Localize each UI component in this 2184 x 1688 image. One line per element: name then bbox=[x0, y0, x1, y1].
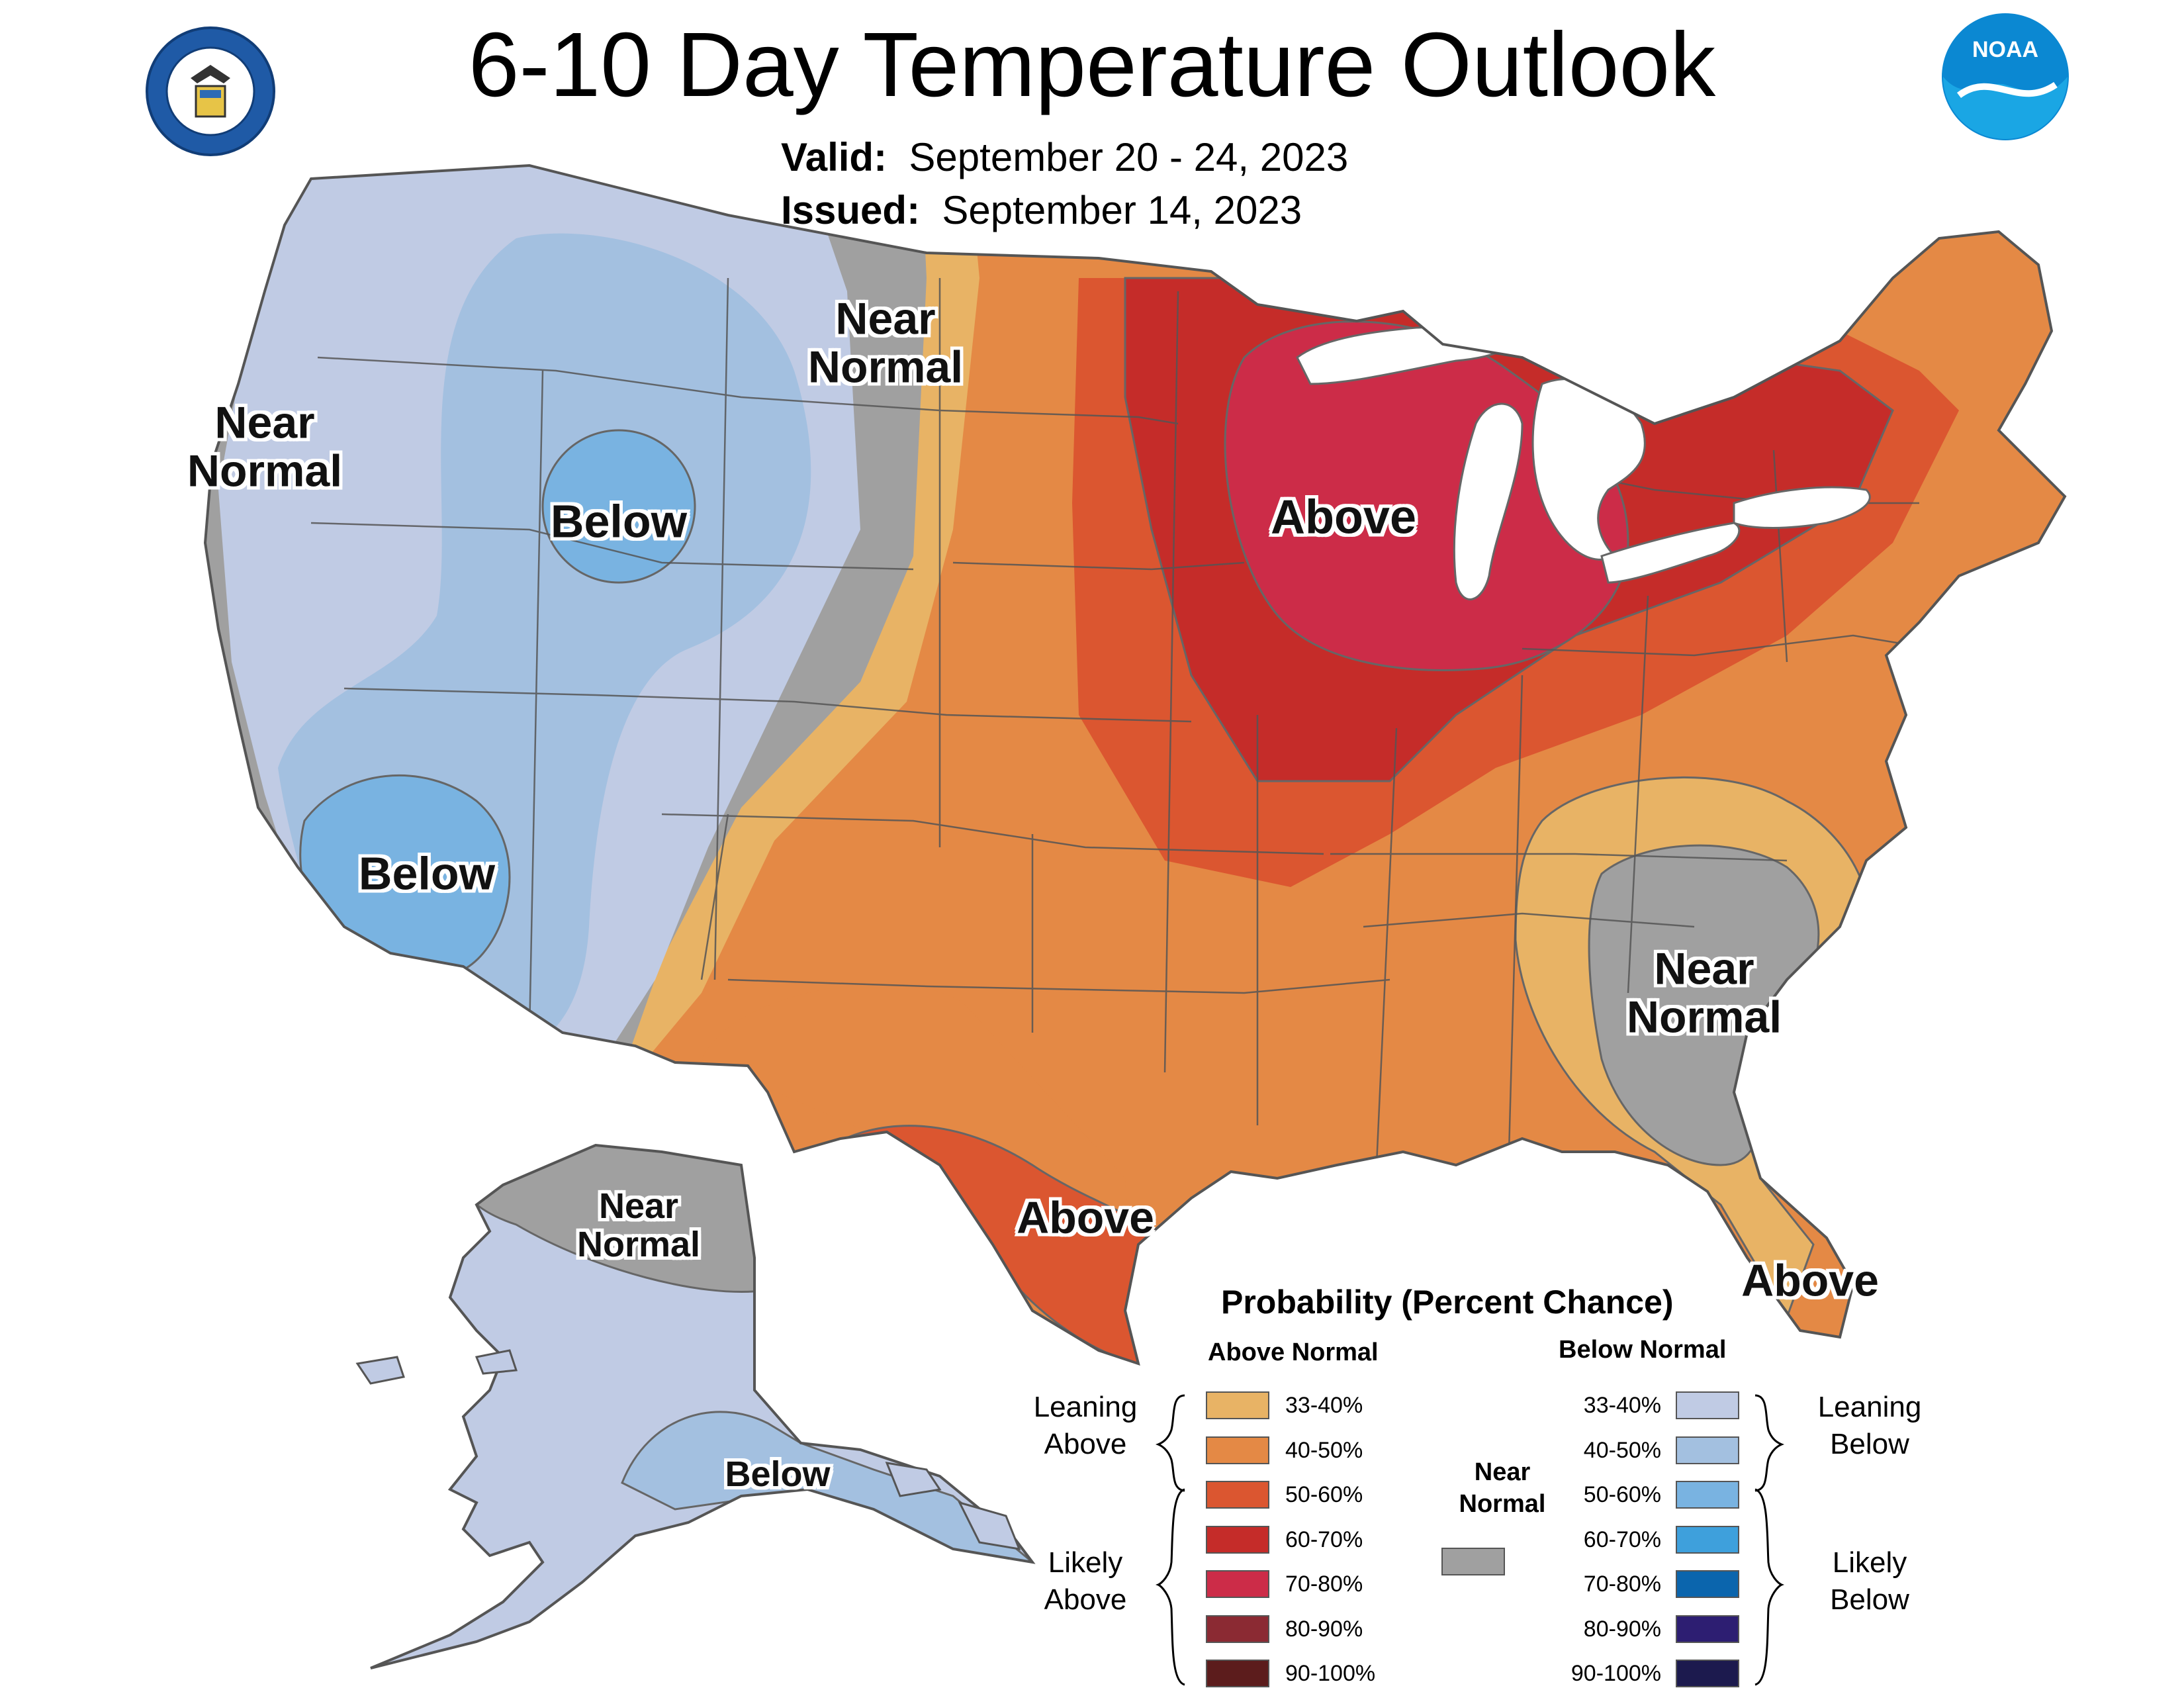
legend-above-swatch bbox=[1206, 1391, 1269, 1419]
legend-above-label: 70-80% bbox=[1285, 1571, 1363, 1597]
legend-likely-below: Likely Below bbox=[1830, 1546, 1909, 1616]
legend-below-label: 70-80% bbox=[1583, 1571, 1661, 1597]
legend-below-label: 33-40% bbox=[1583, 1393, 1661, 1418]
legend-near-normal-swatch bbox=[1441, 1548, 1505, 1575]
legend-above-swatch bbox=[1206, 1481, 1269, 1509]
legend-below-swatch bbox=[1676, 1391, 1739, 1419]
valid-value: September 20 - 24, 2023 bbox=[909, 135, 1349, 179]
legend-above-swatch bbox=[1206, 1525, 1269, 1554]
legend-below-swatch bbox=[1676, 1436, 1739, 1464]
legend-below-label: 60-70% bbox=[1583, 1526, 1661, 1552]
legend-above-label: 50-60% bbox=[1285, 1482, 1363, 1507]
legend-below-label: 40-50% bbox=[1583, 1437, 1661, 1463]
label-idaho-wyoming: Below bbox=[550, 495, 688, 547]
legend-below-label: 90-100% bbox=[1570, 1661, 1661, 1686]
legend-title: Probability (Percent Chance) bbox=[1221, 1284, 1674, 1321]
issued-line: Issued: September 14, 2023 bbox=[781, 185, 1302, 236]
legend-above-swatch bbox=[1206, 1570, 1269, 1598]
label-southeast: Near Normal bbox=[1626, 943, 1782, 1042]
legend-below-label: 50-60% bbox=[1583, 1482, 1661, 1507]
legend-below-swatch bbox=[1676, 1660, 1739, 1687]
legend-above-label: 90-100% bbox=[1285, 1661, 1376, 1686]
legend-near-normal-label: Near Normal bbox=[1459, 1458, 1546, 1518]
label-texas: Above bbox=[1017, 1192, 1154, 1243]
legend-above-label: 80-90% bbox=[1285, 1616, 1363, 1642]
legend-below-label: 80-90% bbox=[1583, 1616, 1661, 1642]
legend-below-swatch bbox=[1676, 1570, 1739, 1598]
label-southern-california: Below bbox=[358, 847, 496, 900]
legend-above-label: 60-70% bbox=[1285, 1526, 1363, 1552]
label-southeast-alaska: Below bbox=[725, 1454, 831, 1495]
department-of-commerce-seal-icon bbox=[144, 25, 277, 158]
legend-above-swatch bbox=[1206, 1615, 1269, 1643]
legend-above-header: Above Normal bbox=[1208, 1338, 1379, 1366]
page-title: 6-10 Day Temperature Outlook bbox=[468, 14, 1716, 116]
legend-below-swatch bbox=[1676, 1525, 1739, 1554]
valid-line: Valid: September 20 - 24, 2023 bbox=[781, 132, 1348, 183]
legend-likely-above: Likely Above bbox=[1044, 1546, 1127, 1616]
label-florida: Above bbox=[1741, 1255, 1879, 1306]
legend-above-swatch bbox=[1206, 1660, 1269, 1687]
legend-leaning-below: Leaning Below bbox=[1817, 1391, 1922, 1460]
legend-below-swatch bbox=[1676, 1615, 1739, 1643]
noaa-logo-icon: NOAA bbox=[1939, 11, 2071, 143]
issued-label: Issued: bbox=[781, 188, 921, 232]
legend-above-label: 33-40% bbox=[1285, 1393, 1363, 1418]
issued-value: September 14, 2023 bbox=[942, 188, 1302, 232]
label-west-coast: Near Normal bbox=[187, 397, 343, 496]
legend-above-label: 40-50% bbox=[1285, 1437, 1363, 1463]
legend-leaning-above: Leaning Above bbox=[1033, 1391, 1138, 1460]
label-great-lakes: Above bbox=[1270, 491, 1417, 544]
legend-above-swatch bbox=[1206, 1436, 1269, 1464]
legend-below-header: Below Normal bbox=[1559, 1336, 1727, 1364]
valid-label: Valid: bbox=[781, 135, 887, 179]
legend-below-swatch bbox=[1676, 1481, 1739, 1509]
label-dakotas: Near Normal bbox=[807, 293, 964, 392]
label-north-alaska: Near Normal bbox=[576, 1186, 701, 1264]
svg-text:NOAA: NOAA bbox=[1972, 37, 2038, 62]
